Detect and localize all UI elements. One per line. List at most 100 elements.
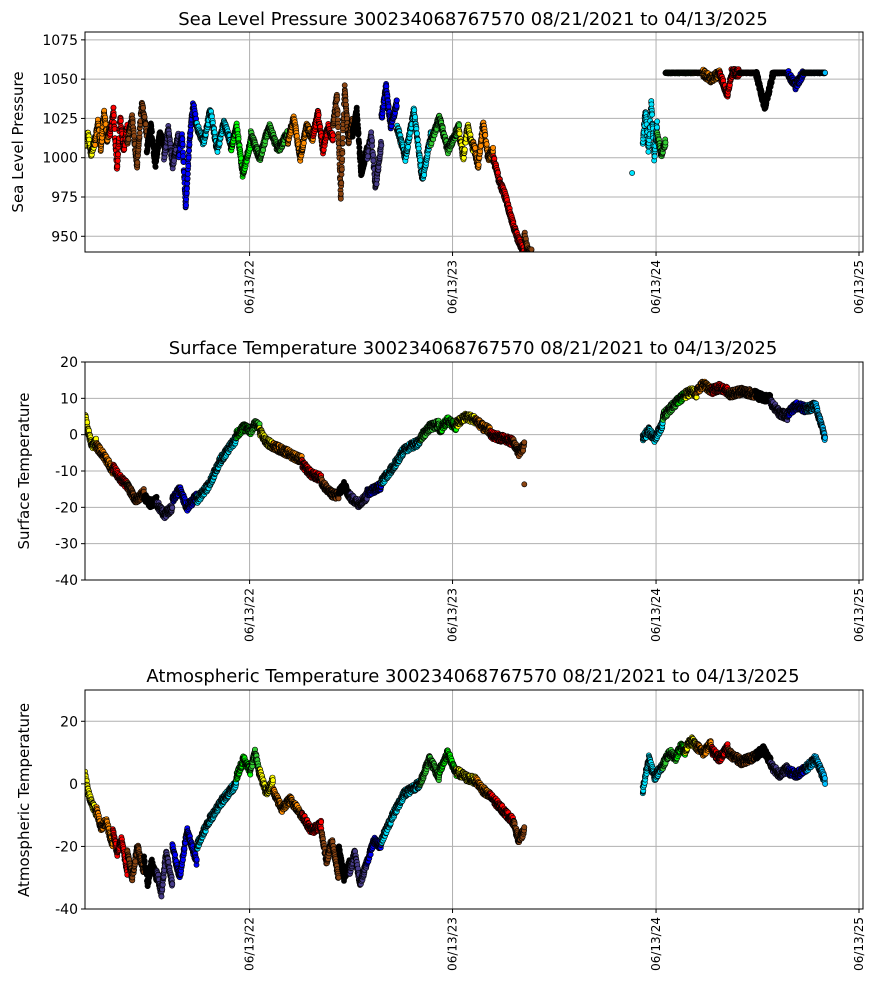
data-point (114, 163, 121, 170)
data-point (629, 170, 635, 176)
data-point (370, 157, 377, 164)
data-point (184, 185, 190, 192)
data-point (385, 103, 392, 110)
data-point (490, 144, 496, 151)
data-point (211, 129, 218, 136)
data-point (140, 105, 146, 111)
data-point (186, 141, 193, 148)
data-point (338, 166, 345, 173)
data-series (227, 120, 254, 180)
data-point (136, 130, 143, 136)
data-point (369, 142, 376, 149)
data-point (149, 128, 155, 135)
x-tick-label: 06/13/24 (649, 260, 663, 314)
chart-title: Surface Temperature 300234068767570 08/2… (169, 338, 778, 359)
data-point (412, 114, 418, 120)
data-point (654, 118, 661, 125)
data-point (185, 154, 192, 161)
data-point (339, 156, 346, 162)
x-tick-label: 06/13/25 (852, 260, 866, 314)
data-point (378, 142, 385, 149)
data-point (338, 180, 345, 186)
data-point (115, 151, 121, 158)
data-point (393, 97, 400, 104)
data-point (364, 153, 371, 160)
data-point (186, 147, 192, 154)
data-series (800, 69, 828, 77)
data-point (339, 135, 346, 141)
data-point (330, 132, 336, 139)
data-point (368, 129, 375, 136)
data-point (649, 111, 656, 118)
y-tick-label: 1050 (42, 72, 78, 88)
data-point (526, 251, 530, 252)
data-point (339, 140, 346, 147)
data-point (315, 112, 322, 118)
data-series (393, 105, 434, 182)
data-point (335, 124, 341, 131)
data-point (654, 124, 660, 131)
data-series (490, 153, 527, 252)
y-tick-label: 950 (51, 229, 78, 245)
data-point (477, 142, 484, 149)
data-point (651, 153, 658, 160)
data-series (427, 112, 463, 157)
surface-temperature-panel: Surface Temperature 300234068767570 08/2… (15, 338, 866, 642)
data-point (134, 159, 141, 166)
data-point (179, 136, 186, 142)
data-point (414, 130, 420, 137)
data-point (118, 118, 124, 124)
data-point (417, 157, 424, 164)
data-point (92, 141, 98, 148)
data-point (472, 145, 479, 151)
y-tick-label: 975 (51, 190, 78, 206)
data-point (421, 172, 428, 178)
data-point (152, 163, 159, 170)
data-point (456, 130, 463, 137)
data-point (337, 190, 344, 197)
data-point (300, 140, 307, 146)
data-series (193, 107, 234, 155)
data-point (183, 202, 189, 208)
data-series (284, 113, 316, 164)
data-series (92, 107, 113, 154)
data-point (461, 146, 468, 153)
data-point (415, 145, 422, 152)
data-series (124, 99, 150, 171)
y-tick-label: 1000 (42, 151, 78, 167)
sea-level-pressure-panel: Sea Level Pressure 300234068767570 08/21… (9, 9, 866, 314)
y-tick-label: 1025 (42, 111, 78, 127)
data-point (528, 253, 533, 258)
data-point (171, 157, 177, 164)
x-tick-label: 06/13/23 (446, 260, 460, 314)
data-point (411, 107, 418, 114)
data-point (337, 195, 344, 202)
data-point (185, 163, 192, 169)
data-point (334, 96, 341, 103)
data-point (482, 132, 489, 139)
chart-title: Sea Level Pressure 300234068767570 08/21… (178, 9, 768, 30)
data-point (179, 141, 186, 148)
data-point (662, 139, 669, 146)
data-point (111, 112, 117, 119)
y-axis-label: Sea Level Pressure (9, 71, 27, 212)
data-point (528, 246, 535, 252)
x-tick-label: 06/13/22 (243, 260, 257, 314)
data-series (175, 100, 200, 211)
data-series (363, 129, 385, 191)
data-point (370, 152, 377, 158)
data-point (184, 170, 191, 177)
data-point (456, 122, 463, 129)
data-point (125, 136, 132, 142)
data-point (114, 157, 121, 164)
data-point (822, 69, 828, 76)
data-point (405, 143, 411, 150)
data-point (334, 111, 341, 118)
data-series (521, 229, 535, 258)
data-point (339, 150, 346, 157)
data-point (214, 148, 221, 155)
data-point (645, 148, 652, 155)
data-point (369, 137, 375, 144)
data-point (393, 103, 400, 109)
